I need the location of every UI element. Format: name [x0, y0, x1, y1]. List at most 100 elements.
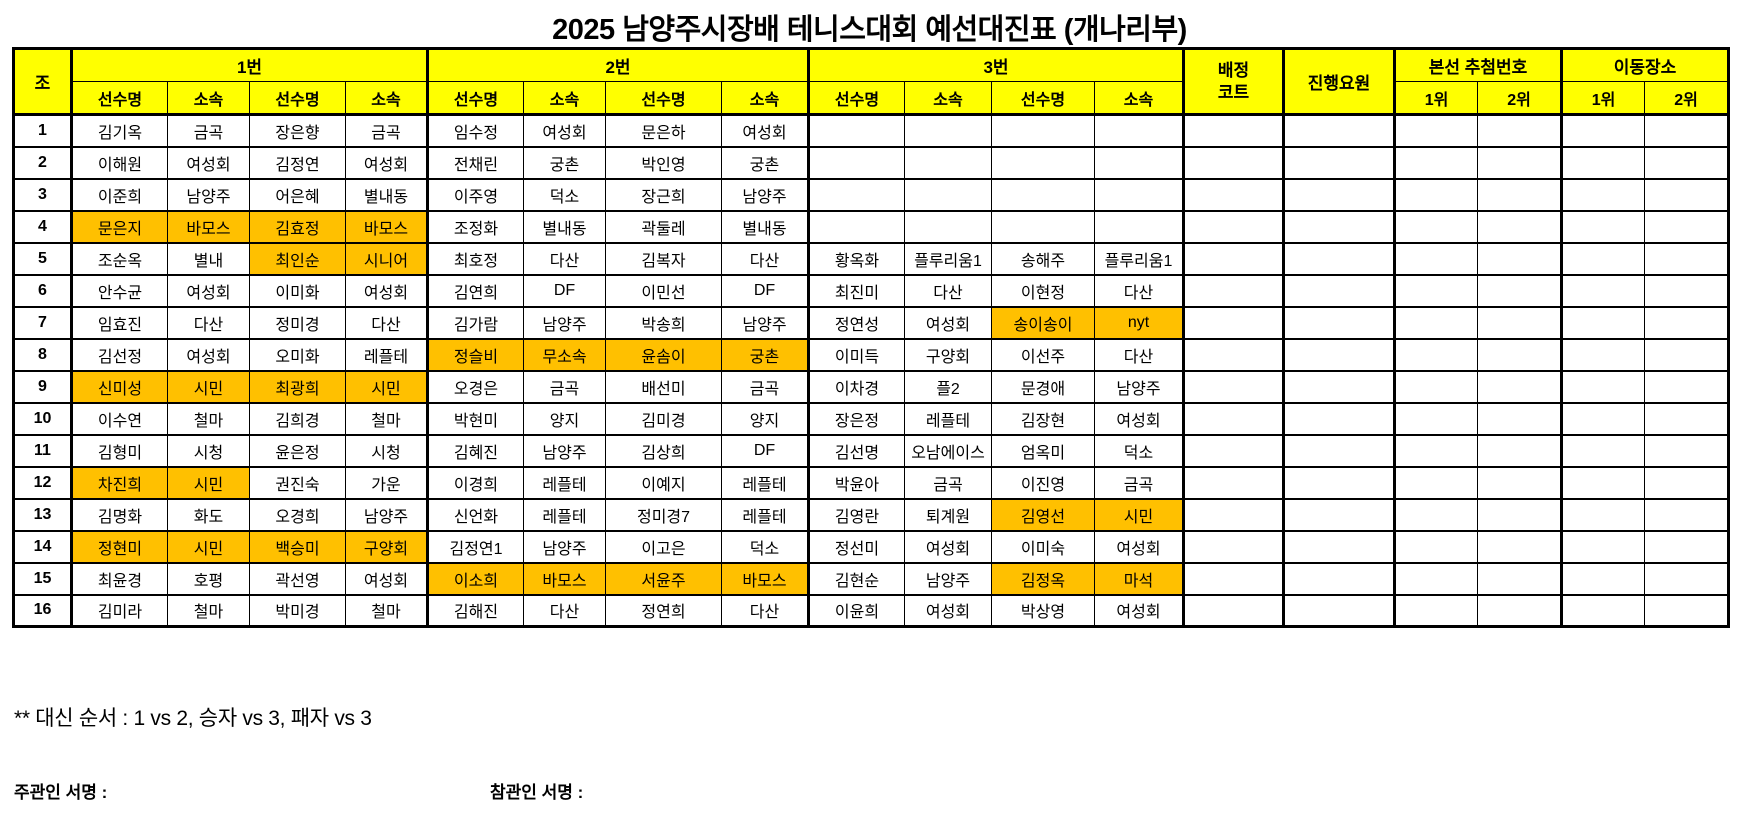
player-cell: 신언화 [426, 497, 524, 532]
player-cell: 이예지 [605, 465, 722, 500]
header-group-3: 3번 [807, 48, 1184, 82]
player-cell: 장은정 [807, 401, 905, 436]
group-no-cell: 4 [13, 209, 72, 244]
move-rank2-cell [1644, 433, 1729, 468]
court-cell [1182, 209, 1284, 244]
player-cell: 김연희 [426, 273, 524, 308]
move-rank1-cell [1560, 593, 1645, 628]
club-cell: 마석 [1094, 561, 1184, 596]
club-cell: 바모스 [345, 209, 428, 244]
group-no-cell: 1 [13, 113, 72, 148]
table-row: 12 차진희 시민 권진숙 가운 이경희 레플테 이예지 레플테 박윤아 금곡 이진영 금곡 [13, 465, 1729, 500]
club-cell: 남양주 [721, 177, 809, 212]
club-cell: 여성회 [523, 113, 606, 148]
club-cell: 레플테 [345, 337, 428, 372]
club-cell: 구양회 [345, 529, 428, 564]
draw-rank1-cell [1393, 433, 1478, 468]
draw-rank1-cell [1393, 209, 1478, 244]
court-cell [1182, 145, 1284, 180]
club-cell: 오남에이스 [904, 433, 992, 468]
player-cell: 차진희 [70, 465, 168, 500]
staff-cell [1282, 561, 1395, 596]
group-no-cell: 15 [13, 561, 72, 596]
draw-rank2-cell [1477, 369, 1562, 404]
player-cell: 윤은정 [249, 433, 346, 468]
club-cell: 철마 [167, 401, 250, 436]
header-staff: 진행요원 [1282, 48, 1395, 115]
club-cell: 금곡 [167, 113, 250, 148]
header-g2-player-2: 선수명 [605, 81, 722, 115]
move-rank1-cell [1560, 177, 1645, 212]
player-cell: 이경희 [426, 465, 524, 500]
club-cell: 플루리움1 [1094, 241, 1184, 276]
player-cell: 이미숙 [991, 529, 1095, 564]
player-cell: 박현미 [426, 401, 524, 436]
club-cell: 퇴계원 [904, 497, 992, 532]
move-rank1-cell [1560, 337, 1645, 372]
draw-rank1-cell [1393, 305, 1478, 340]
draw-rank2-cell [1477, 593, 1562, 628]
player-cell: 김상희 [605, 433, 722, 468]
club-cell: 궁촌 [523, 145, 606, 180]
move-rank1-cell [1560, 529, 1645, 564]
player-cell: 서윤주 [605, 561, 722, 596]
header-g3-club-1: 소속 [904, 81, 992, 115]
staff-cell [1282, 209, 1395, 244]
move-rank2-cell [1644, 561, 1729, 596]
club-cell: 레플테 [904, 401, 992, 436]
staff-cell [1282, 273, 1395, 308]
club-cell: 바모스 [167, 209, 250, 244]
staff-cell [1282, 497, 1395, 532]
header-g2-club-2: 소속 [721, 81, 809, 115]
player-cell: 정연성 [807, 305, 905, 340]
draw-rank1-cell [1393, 561, 1478, 596]
draw-rank2-cell [1477, 145, 1562, 180]
club-cell: 여성회 [1094, 529, 1184, 564]
club-cell: 금곡 [1094, 465, 1184, 500]
table-row: 8 김선정 여성회 오미화 레플테 정슬비 무소속 윤솜이 궁촌 이미득 구양회 이선주 다산 [13, 337, 1729, 372]
player-cell: 김선정 [70, 337, 168, 372]
header-draw-rank1: 1위 [1393, 81, 1478, 115]
club-cell: 바모스 [721, 561, 809, 596]
club-cell: 시민 [167, 465, 250, 500]
player-cell: 김가람 [426, 305, 524, 340]
player-cell: 엄옥미 [991, 433, 1095, 468]
player-cell: 김미경 [605, 401, 722, 436]
club-cell: 시청 [167, 433, 250, 468]
club-cell: 여성회 [904, 305, 992, 340]
player-cell: 김영란 [807, 497, 905, 532]
table-row: 2 이해원 여성회 김정연 여성회 전채린 궁촌 박인영 궁촌 [13, 145, 1729, 180]
table-row: 4 문은지 바모스 김효정 바모스 조정화 별내동 곽둘레 별내동 [13, 209, 1729, 244]
court-cell [1182, 593, 1284, 628]
club-cell: 레플테 [523, 497, 606, 532]
club-cell: 시민 [345, 369, 428, 404]
player-cell: 정미경7 [605, 497, 722, 532]
club-cell: 시민 [167, 369, 250, 404]
player-cell: 정연희 [605, 593, 722, 628]
player-cell [991, 113, 1095, 148]
player-cell: 김현순 [807, 561, 905, 596]
table-body: 1 김기옥 금곡 장은향 금곡 임수정 여성회 문은하 여성회 2 이해원 여성회 김정연 여성회 전채린 궁… [13, 113, 1729, 628]
draw-rank2-cell [1477, 177, 1562, 212]
header-g3-player-1: 선수명 [807, 81, 905, 115]
table-row: 7 임효진 다산 정미경 다산 김가람 남양주 박송희 남양주 정연성 여성회 송이송이 nyt [13, 305, 1729, 340]
club-cell: 다산 [523, 593, 606, 628]
player-cell: 윤솜이 [605, 337, 722, 372]
player-cell: 신미성 [70, 369, 168, 404]
club-cell: 남양주 [345, 497, 428, 532]
header-g3-club-2: 소속 [1094, 81, 1184, 115]
player-cell: 김정옥 [991, 561, 1095, 596]
table-row: 10 이수연 철마 김희경 철마 박현미 양지 김미경 양지 장은정 레플테 김장현 여성회 [13, 401, 1729, 436]
player-cell: 오경희 [249, 497, 346, 532]
player-cell: 이미득 [807, 337, 905, 372]
club-cell: 남양주 [1094, 369, 1184, 404]
move-rank1-cell [1560, 145, 1645, 180]
draw-rank1-cell [1393, 401, 1478, 436]
player-cell: 최윤경 [70, 561, 168, 596]
header-g1-player-1: 선수명 [70, 81, 168, 115]
table-row: 5 조순옥 별내 최인순 시니어 최호정 다산 김복자 다산 황옥화 플루리움1 송해주 플루리움1 [13, 241, 1729, 276]
player-cell: 송이송이 [991, 305, 1095, 340]
player-cell: 문은지 [70, 209, 168, 244]
group-no-cell: 13 [13, 497, 72, 532]
header-main-draw-number: 본선 추첨번호 [1393, 48, 1562, 82]
